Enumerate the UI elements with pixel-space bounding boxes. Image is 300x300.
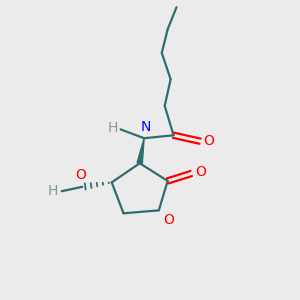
Text: H: H bbox=[48, 184, 58, 198]
Text: O: O bbox=[204, 134, 214, 148]
Text: N: N bbox=[140, 120, 151, 134]
Polygon shape bbox=[137, 138, 144, 164]
Text: O: O bbox=[195, 165, 206, 179]
Text: O: O bbox=[163, 213, 174, 227]
Text: H: H bbox=[107, 121, 118, 135]
Text: O: O bbox=[75, 167, 86, 182]
